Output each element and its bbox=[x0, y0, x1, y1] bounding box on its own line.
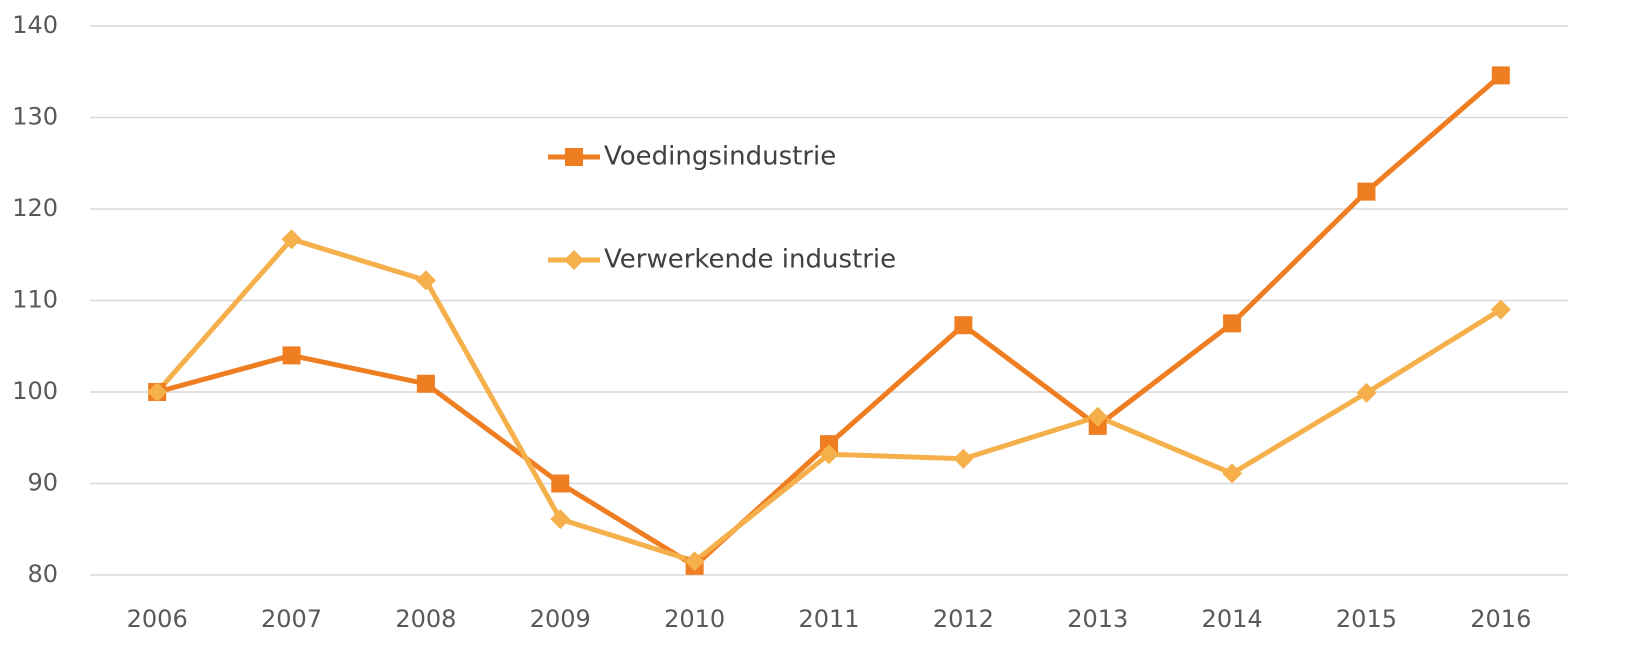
y-tick-label: 90 bbox=[27, 469, 58, 497]
x-tick-label: 2013 bbox=[1067, 605, 1128, 633]
marker bbox=[1223, 314, 1242, 333]
x-tick-label: 2014 bbox=[1202, 605, 1263, 633]
marker bbox=[1357, 182, 1376, 201]
x-tick-label: 2007 bbox=[261, 605, 322, 633]
marker bbox=[684, 551, 705, 572]
y-tick-label: 120 bbox=[12, 194, 58, 222]
marker bbox=[1491, 66, 1510, 85]
x-tick-label: 2012 bbox=[933, 605, 994, 633]
series-line bbox=[155, 236, 1503, 564]
marker bbox=[820, 435, 838, 454]
y-tick-label: 140 bbox=[12, 11, 58, 39]
y-tick-label: 100 bbox=[12, 377, 58, 405]
marker bbox=[1490, 299, 1511, 320]
x-tick-label: 2008 bbox=[395, 605, 456, 633]
x-tick-label: 2009 bbox=[530, 605, 591, 633]
legend-label: Voedingsindustrie bbox=[604, 142, 836, 172]
x-tick-label: 2010 bbox=[664, 605, 725, 633]
y-tick-label: 80 bbox=[27, 560, 58, 588]
marker bbox=[1356, 382, 1377, 403]
marker bbox=[564, 250, 584, 270]
marker bbox=[819, 444, 839, 465]
marker bbox=[565, 148, 583, 166]
marker bbox=[550, 509, 571, 530]
marker bbox=[281, 229, 302, 250]
marker bbox=[953, 448, 974, 469]
marker bbox=[282, 346, 301, 365]
marker bbox=[1222, 463, 1243, 484]
marker bbox=[551, 474, 570, 493]
y-tick-label: 130 bbox=[12, 103, 58, 131]
marker bbox=[416, 374, 435, 393]
marker bbox=[1087, 406, 1108, 427]
x-tick-label: 2011 bbox=[798, 605, 859, 633]
x-tick-label: 2006 bbox=[127, 605, 188, 633]
x-tick-label: 2016 bbox=[1470, 605, 1531, 633]
y-tick-label: 110 bbox=[12, 286, 58, 314]
marker bbox=[954, 316, 973, 335]
marker bbox=[147, 382, 168, 402]
x-tick-label: 2015 bbox=[1336, 605, 1397, 633]
marker bbox=[415, 270, 436, 291]
legend-label: Verwerkende industrie bbox=[604, 245, 896, 275]
